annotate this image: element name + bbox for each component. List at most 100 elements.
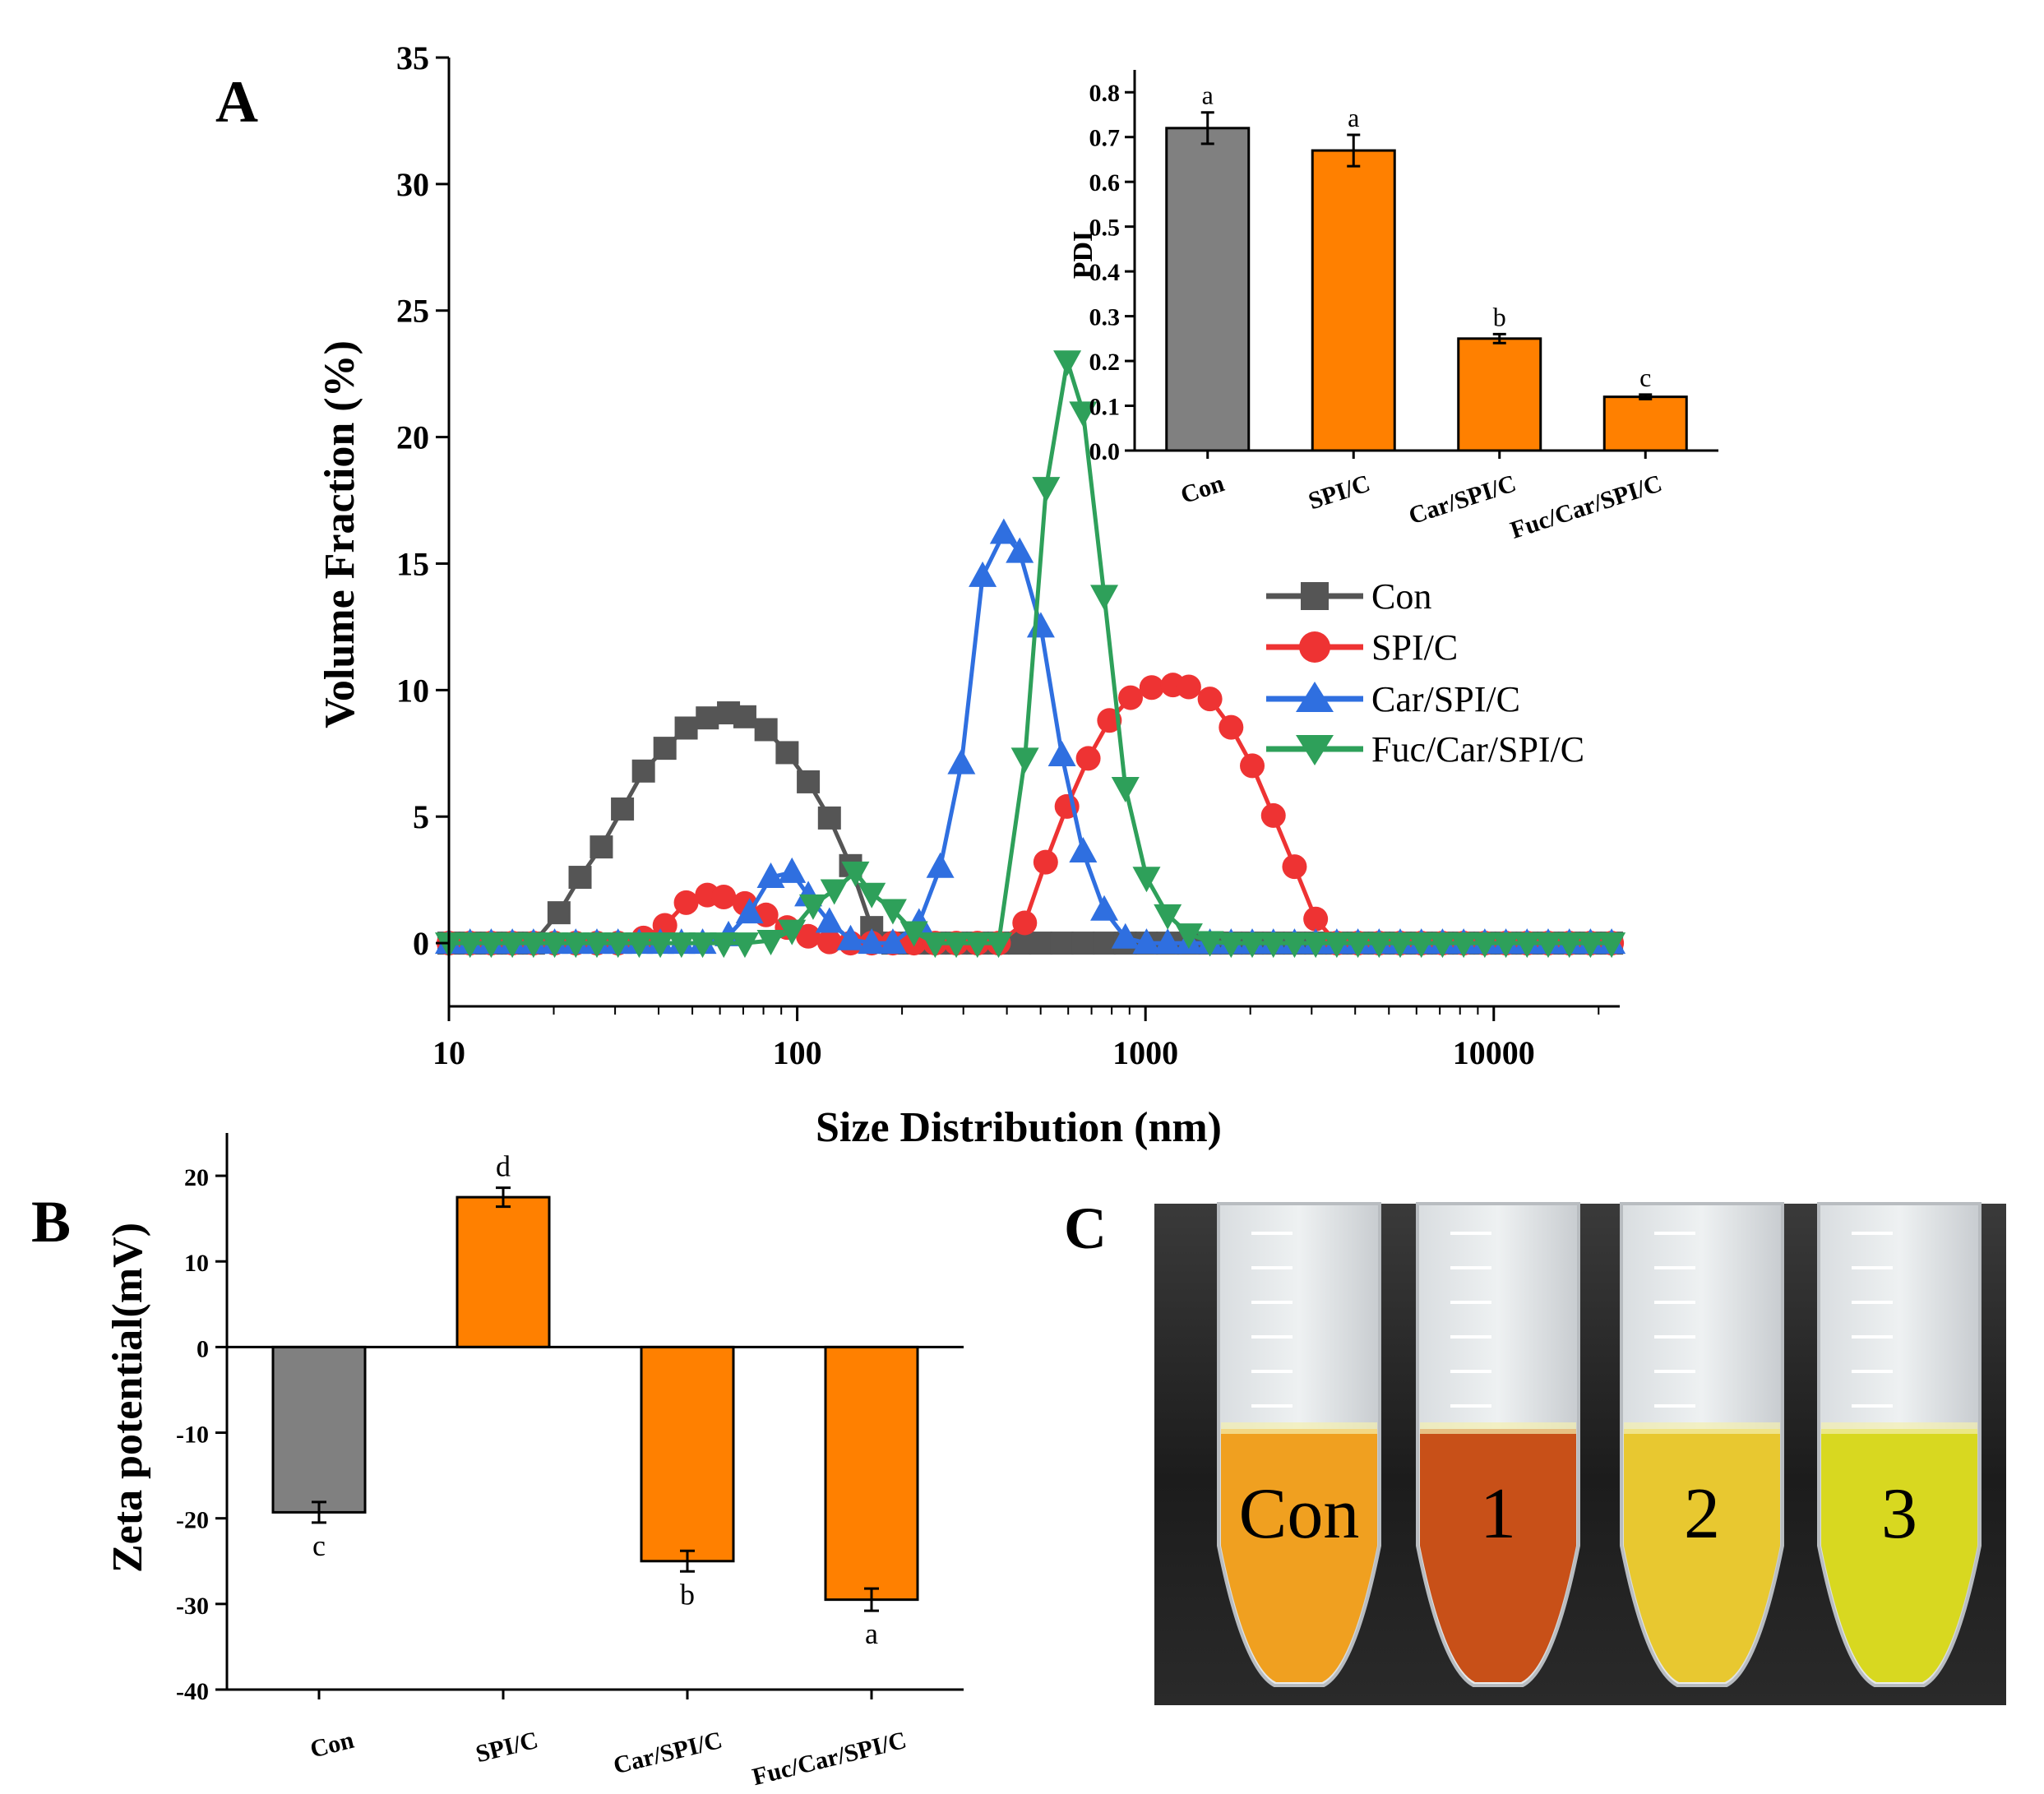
liquid-foam: [1821, 1422, 1977, 1434]
zeta-significance-label: d: [496, 1150, 511, 1183]
data-point: [1075, 746, 1101, 771]
data-point: [1139, 675, 1164, 700]
data-point: [710, 932, 738, 959]
data-point: [878, 899, 907, 925]
data-point: [1132, 867, 1161, 893]
data-point: [1219, 714, 1244, 740]
tube-liquid: [1221, 1429, 1377, 1682]
data-point: [1071, 932, 1095, 955]
data-point: [1259, 932, 1288, 959]
data-point: [1154, 904, 1182, 930]
inset-y-tick-label: 0.5: [1089, 215, 1121, 242]
tube-photo: Con 1 2 3: [1154, 1202, 2006, 1705]
y-tick-label: 10: [396, 672, 429, 709]
zeta-bars: c Con d SPI/C b Car/SPI/C a Fuc/Car/SPI/C: [271, 1150, 919, 1791]
zeta-significance-label: a: [865, 1617, 878, 1650]
inset-y-axis-title: PDI: [1068, 231, 1098, 280]
zeta-significance-label: b: [680, 1578, 695, 1611]
x-tick-label: 100: [773, 1034, 822, 1071]
liquid-foam: [1420, 1422, 1576, 1434]
data-point: [653, 737, 677, 761]
inset-bar: [1311, 149, 1396, 452]
inset-significance-label: a: [1348, 103, 1359, 132]
x-tick-label: 10000: [1453, 1034, 1535, 1071]
legend-label-fuc-car-spi-c: Fuc/Car/SPI/C: [1371, 729, 1584, 770]
data-point: [1428, 932, 1457, 959]
data-point: [631, 759, 655, 783]
data-point: [667, 932, 696, 959]
zeta-bar: [640, 1345, 735, 1563]
inset-significance-label: b: [1493, 302, 1506, 331]
data-point: [1280, 932, 1309, 959]
data-point: [778, 857, 807, 883]
data-point: [1407, 932, 1436, 959]
data-point: [540, 932, 569, 959]
data-point: [1238, 932, 1267, 959]
zeta-y-tick-label: 0: [197, 1335, 209, 1362]
data-point: [733, 705, 756, 728]
legend-item-car-spi-c: Car/SPI/C: [1266, 679, 1520, 719]
pdi-inset-chart: a Con a SPI/C b Car/SPI/C c Fuc/Car/SPI/C 0.0 0.…: [1068, 59, 1723, 544]
data-point: [1385, 932, 1414, 959]
zeta-significance-label: c: [312, 1529, 326, 1562]
data-point: [730, 932, 759, 959]
data-point: [1302, 932, 1330, 959]
data-point: [611, 797, 635, 821]
data-point: [456, 932, 484, 959]
data-point: [1090, 585, 1119, 611]
data-point: [878, 928, 907, 955]
data-point: [1598, 932, 1626, 959]
data-point: [1090, 895, 1119, 921]
data-point: [969, 561, 997, 587]
data-point: [1282, 854, 1307, 880]
data-point: [696, 706, 719, 730]
data-point: [1365, 932, 1394, 959]
tube-label: Con: [1239, 1474, 1360, 1554]
data-point: [1026, 612, 1055, 638]
size-distribution-chart: 0 5 10 15 20 25 30 35 10 100 1000 10000 Size Distri…: [317, 39, 1626, 1151]
data-point: [820, 879, 849, 905]
inset-category-label: SPI/C: [1305, 469, 1373, 515]
series-fuc-car-spi-c: [435, 350, 1626, 959]
data-point: [519, 932, 548, 959]
data-point: [921, 932, 950, 959]
zeta-category-label: SPI/C: [473, 1727, 540, 1769]
data-point: [1012, 910, 1038, 936]
data-point: [836, 924, 865, 950]
y-tick-label: 35: [396, 39, 429, 76]
zeta-y-tick-label: -40: [176, 1678, 209, 1705]
data-point: [816, 929, 842, 955]
data-point: [1533, 932, 1562, 959]
data-point: [1260, 802, 1286, 828]
data-point: [562, 932, 590, 959]
x-tick-label: 10: [432, 1034, 465, 1071]
data-point: [796, 923, 821, 949]
legend-label-con: Con: [1371, 576, 1431, 617]
data-point: [1576, 932, 1605, 959]
inset-bar: [1457, 337, 1542, 452]
inset-y-tick-label: 0.0: [1089, 438, 1121, 465]
data-point: [756, 862, 785, 889]
data-point: [1303, 906, 1329, 932]
zeta-y-tick-label: 10: [184, 1250, 209, 1277]
data-point: [582, 932, 611, 959]
zeta-bar: [271, 1345, 367, 1514]
inset-bar: [1602, 395, 1688, 452]
y-tick-label: 0: [413, 925, 429, 962]
data-point: [899, 921, 928, 947]
zeta-y-tick-label: 20: [184, 1164, 209, 1191]
data-point: [1195, 931, 1224, 957]
data-point: [798, 894, 827, 920]
panel-letter-a: A: [215, 69, 258, 135]
zeta-y-tick-label: -30: [176, 1593, 209, 1620]
data-point: [984, 932, 1013, 959]
inset-y-tick-label: 0.7: [1089, 125, 1121, 152]
data-point: [1343, 932, 1372, 959]
data-point: [1008, 932, 1032, 955]
inset-category-label: Fuc/Car/SPI/C: [1507, 469, 1665, 544]
data-point: [754, 718, 778, 742]
data-point: [674, 716, 698, 740]
zeta-potential-chart: c Con d SPI/C b Car/SPI/C a Fuc/Car/SPI/C -40 -3…: [104, 1133, 964, 1791]
data-point: [926, 852, 955, 878]
y-tick-label: 30: [396, 166, 429, 203]
